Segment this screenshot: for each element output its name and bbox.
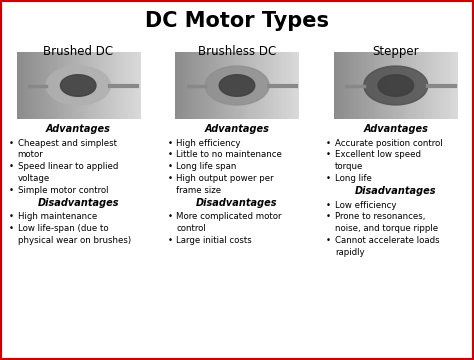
Text: Prone to resonances,: Prone to resonances, bbox=[335, 212, 426, 221]
Text: voltage: voltage bbox=[18, 174, 50, 183]
Text: High output power per: High output power per bbox=[176, 174, 274, 183]
Text: Low efficiency: Low efficiency bbox=[335, 201, 397, 210]
Text: •: • bbox=[9, 162, 14, 171]
Text: •: • bbox=[167, 236, 173, 245]
Text: •: • bbox=[9, 224, 14, 233]
Text: Disadvantages: Disadvantages bbox=[196, 198, 278, 208]
Text: Brushless DC: Brushless DC bbox=[198, 45, 276, 58]
Polygon shape bbox=[61, 75, 96, 96]
Text: •: • bbox=[326, 236, 331, 245]
Text: noise, and torque ripple: noise, and torque ripple bbox=[335, 224, 438, 233]
Text: rapidly: rapidly bbox=[335, 248, 365, 257]
Text: Stepper: Stepper bbox=[373, 45, 419, 58]
Polygon shape bbox=[205, 66, 269, 105]
Text: Disadvantages: Disadvantages bbox=[355, 186, 437, 196]
Text: Advantages: Advantages bbox=[46, 124, 110, 134]
Text: •: • bbox=[167, 139, 173, 148]
Text: physical wear on brushes): physical wear on brushes) bbox=[18, 236, 131, 245]
Text: Disadvantages: Disadvantages bbox=[37, 198, 119, 208]
Text: •: • bbox=[9, 186, 14, 195]
Text: Advantages: Advantages bbox=[364, 124, 428, 134]
Text: Accurate position control: Accurate position control bbox=[335, 139, 443, 148]
Polygon shape bbox=[219, 75, 255, 96]
Text: •: • bbox=[167, 162, 173, 171]
Text: DC Motor Types: DC Motor Types bbox=[145, 11, 329, 31]
Text: Cheapest and simplest: Cheapest and simplest bbox=[18, 139, 117, 148]
Text: •: • bbox=[167, 174, 173, 183]
Text: High efficiency: High efficiency bbox=[176, 139, 241, 148]
Text: Long life: Long life bbox=[335, 174, 372, 183]
Text: •: • bbox=[326, 139, 331, 148]
Text: Advantages: Advantages bbox=[205, 124, 269, 134]
Text: Little to no maintenance: Little to no maintenance bbox=[176, 150, 282, 159]
Text: Excellent low speed: Excellent low speed bbox=[335, 150, 421, 159]
Text: •: • bbox=[167, 212, 173, 221]
Text: Cannot accelerate loads: Cannot accelerate loads bbox=[335, 236, 440, 245]
Text: •: • bbox=[326, 212, 331, 221]
Text: control: control bbox=[176, 224, 206, 233]
Text: motor: motor bbox=[18, 150, 43, 159]
Text: •: • bbox=[9, 139, 14, 148]
Polygon shape bbox=[378, 75, 413, 96]
Text: Speed linear to applied: Speed linear to applied bbox=[18, 162, 118, 171]
Text: •: • bbox=[326, 201, 331, 210]
Text: High maintenance: High maintenance bbox=[18, 212, 97, 221]
Text: Low life-span (due to: Low life-span (due to bbox=[18, 224, 108, 233]
Text: •: • bbox=[9, 212, 14, 221]
Text: Brushed DC: Brushed DC bbox=[43, 45, 113, 58]
Polygon shape bbox=[364, 66, 428, 105]
Polygon shape bbox=[46, 66, 110, 105]
Text: More complicated motor: More complicated motor bbox=[176, 212, 282, 221]
Text: •: • bbox=[326, 174, 331, 183]
Text: Simple motor control: Simple motor control bbox=[18, 186, 108, 195]
Text: •: • bbox=[326, 150, 331, 159]
Text: Long life span: Long life span bbox=[176, 162, 237, 171]
Text: torque: torque bbox=[335, 162, 364, 171]
Text: frame size: frame size bbox=[176, 186, 221, 195]
Text: Large initial costs: Large initial costs bbox=[176, 236, 252, 245]
Text: •: • bbox=[167, 150, 173, 159]
